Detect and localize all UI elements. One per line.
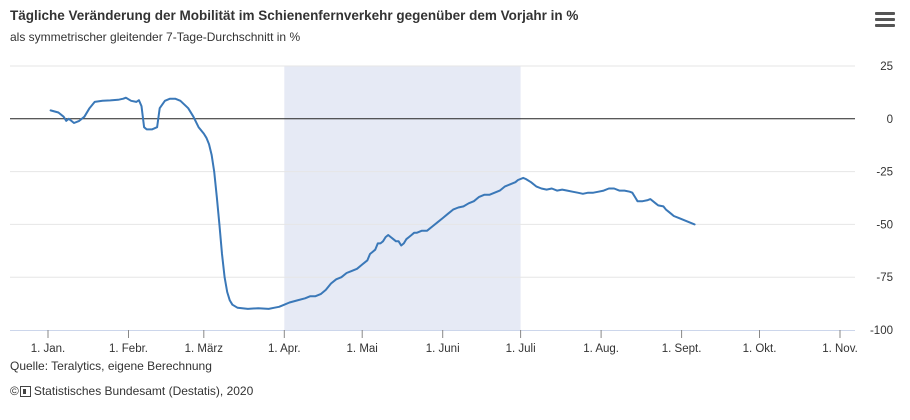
x-tick-label: 1. Okt. [743,343,777,355]
y-tick-label: -75 [876,272,893,284]
hamburger-menu-icon[interactable] [875,12,895,30]
y-tick-label: 0 [887,114,893,126]
source-note: Quelle: Teralytics, eigene Berechnung [10,359,212,373]
lockdown-highlight-band [284,66,521,330]
destatis-logo-icon [19,385,31,397]
x-tick-label: 1. Nov. [822,343,858,355]
credit-text: Statistisches Bundesamt (Destatis), 2020 [33,384,254,398]
y-tick-label: -50 [876,219,893,231]
x-tick-label: 1. Juni [426,343,460,355]
chart-title: Tägliche Veränderung der Mobilität im Sc… [10,8,579,23]
x-tick-label: 1. Sept. [662,343,702,355]
menu-bar-top [875,12,895,15]
menu-bar-bottom [875,24,895,27]
x-tick-label: 1. Aug. [583,343,619,355]
x-tick-label: 1. Febr. [109,343,148,355]
x-tick-label: 1. Juli [506,343,536,355]
x-tick-label: 1. Apr. [268,343,301,355]
chart-subtitle: als symmetrischer gleitender 7-Tage-Durc… [10,30,301,44]
copyright-credit: © Statistisches Bundesamt (Destatis), 20… [10,384,253,398]
copyright-symbol: © [10,384,19,398]
x-tick-label: 1. Jan. [31,343,66,355]
y-tick-label: -25 [876,167,893,179]
grid-lines [10,65,855,278]
x-tick-label: 1. Mai [347,343,378,355]
menu-bar-middle [875,18,895,21]
series-line[interactable] [49,96,696,310]
y-tick-label: -100 [870,325,893,337]
y-axis: 25 0 -25 -50 -75 -100 [870,61,893,337]
x-tick-label: 1. März [185,343,224,355]
x-axis: 1. Jan. 1. Febr. 1. März 1. Apr. 1. Mai 1. Ju… [31,330,858,355]
y-tick-label: 25 [880,61,893,73]
